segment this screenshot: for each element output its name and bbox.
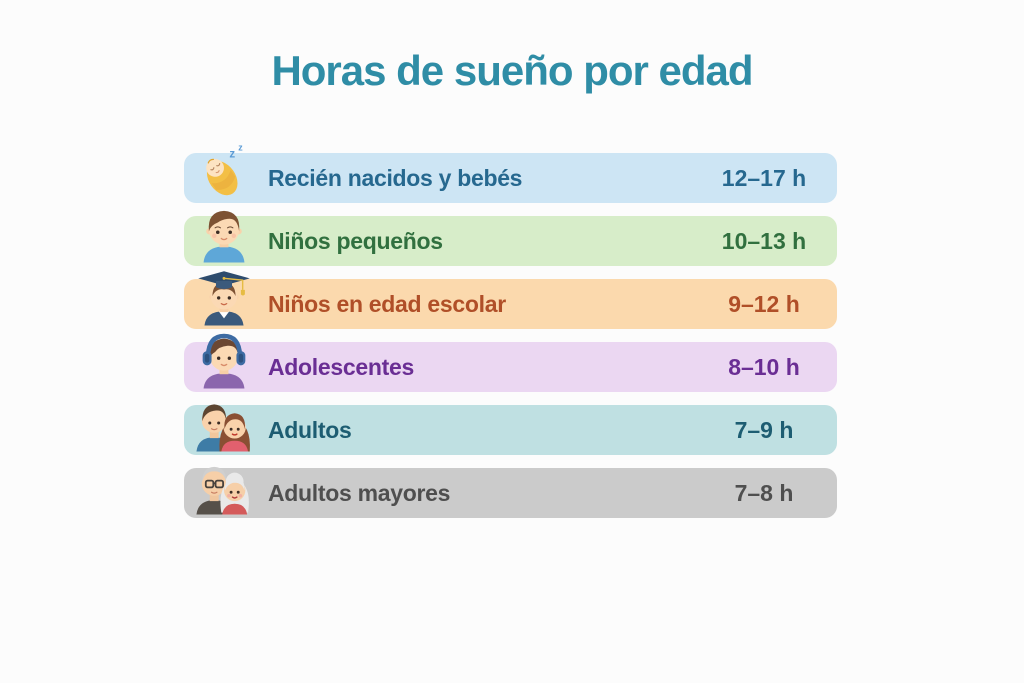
table-row-school-age: Niños en edad escolar 9–12 h	[184, 271, 837, 329]
young-boy-icon	[192, 202, 256, 266]
page-title: Horas de sueño por edad	[271, 47, 753, 94]
row-hours-value: 10–13 h	[721, 228, 807, 254]
row-hours-value: 7–8 h	[734, 480, 794, 506]
table-row-toddlers: Niños pequeños 10–13 h	[184, 210, 837, 266]
row-label: Niños pequeños	[268, 228, 443, 254]
svg-text:z: z	[238, 143, 243, 153]
table-row-adults: Adultos 7–9 h	[184, 404, 837, 455]
table-row-newborns: z z Recién nacidos y bebés 12–17 h	[184, 143, 837, 203]
svg-text:z: z	[229, 149, 235, 161]
teen-headphones-icon	[192, 328, 256, 392]
table-row-teens: Adolescentes 8–10 h	[184, 333, 837, 392]
row-hours-value: 12–17 h	[721, 165, 807, 191]
row-label: Niños en edad escolar	[268, 291, 506, 317]
sleeping-baby-icon: z z	[192, 139, 256, 203]
row-hours-value: 9–12 h	[728, 291, 800, 317]
row-hours-value: 8–10 h	[728, 354, 800, 380]
row-label: Adolescentes	[268, 354, 414, 380]
senior-couple-icon	[192, 454, 256, 518]
row-label: Adultos	[268, 417, 352, 443]
graduate-child-icon	[192, 265, 256, 329]
row-label: Adultos mayores	[268, 480, 451, 506]
adult-couple-icon	[192, 391, 256, 455]
row-hours-value: 7–9 h	[734, 417, 794, 443]
age-sleep-table: z z Recién nacidos y bebés 12–17 h	[184, 143, 837, 531]
table-row-seniors: Adultos mayores 7–8 h	[184, 466, 837, 518]
row-label: Recién nacidos y bebés	[268, 165, 523, 191]
